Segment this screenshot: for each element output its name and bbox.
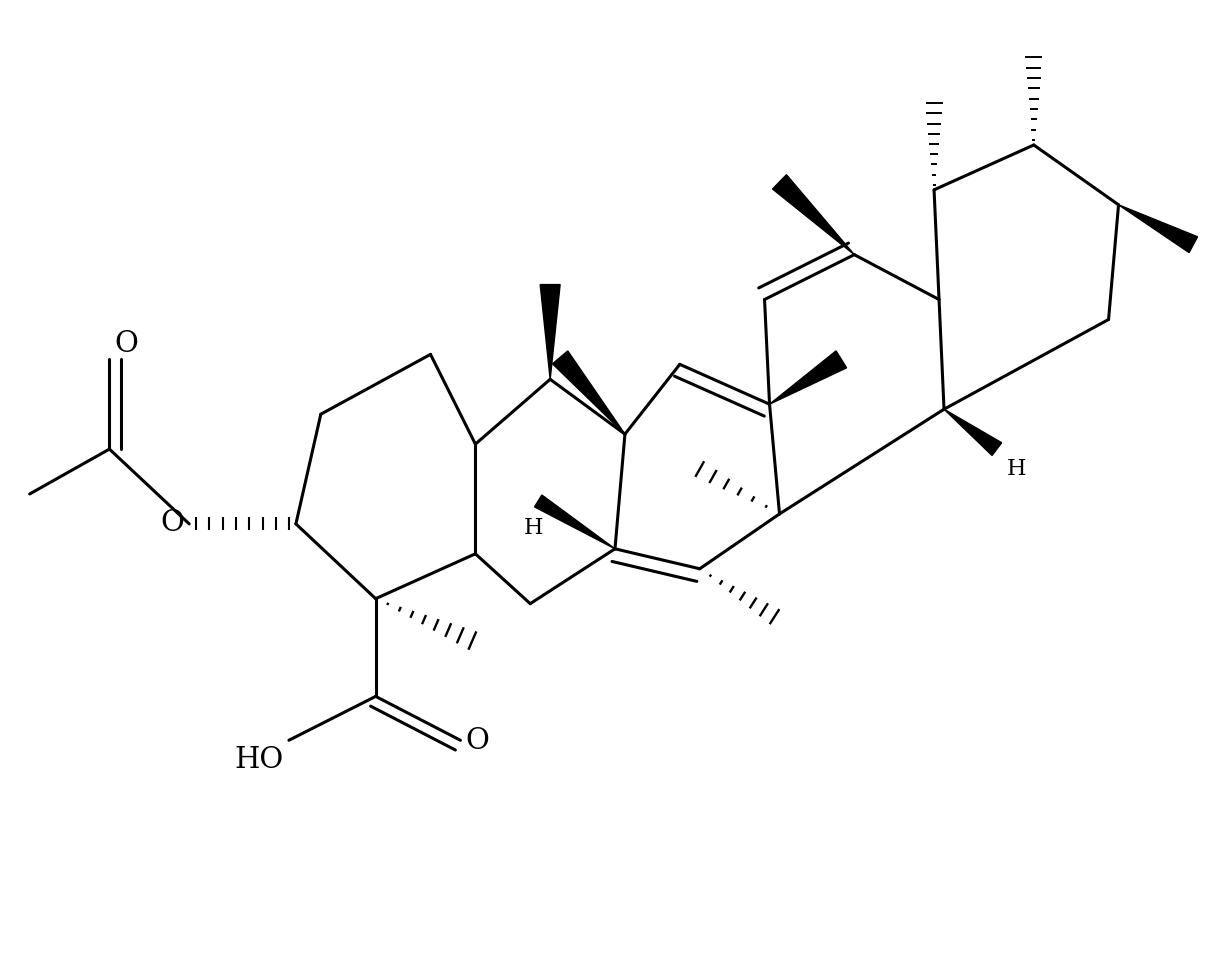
Polygon shape [540,285,560,380]
Polygon shape [772,175,855,256]
Polygon shape [944,410,1002,456]
Text: HO: HO [234,745,284,773]
Polygon shape [770,352,846,405]
Text: O: O [114,330,138,358]
Polygon shape [534,495,615,549]
Text: O: O [160,509,185,536]
Polygon shape [1118,205,1197,253]
Text: O: O [465,727,489,755]
Polygon shape [552,352,625,435]
Text: H: H [1006,457,1026,480]
Text: H: H [523,516,543,539]
